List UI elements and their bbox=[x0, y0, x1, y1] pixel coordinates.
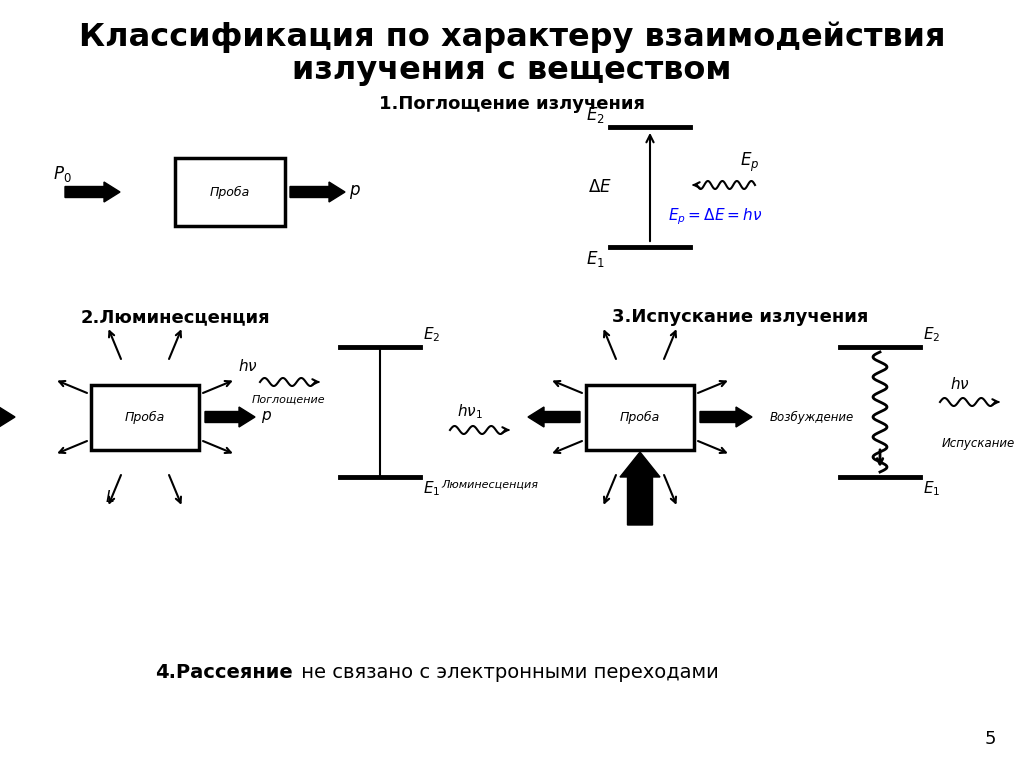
Text: Люминесценция: Люминесценция bbox=[441, 480, 539, 490]
FancyArrow shape bbox=[528, 407, 580, 427]
Text: 1.Поглощение излучения: 1.Поглощение излучения bbox=[379, 95, 645, 113]
Text: Проба: Проба bbox=[620, 410, 660, 423]
Text: $E_2$: $E_2$ bbox=[423, 326, 440, 344]
Text: $\Delta E$: $\Delta E$ bbox=[588, 178, 612, 196]
FancyArrow shape bbox=[205, 407, 255, 427]
Text: $E_p = \Delta E = h\nu$: $E_p = \Delta E = h\nu$ bbox=[668, 206, 762, 227]
Text: 3.Испускание излучения: 3.Испускание излучения bbox=[611, 308, 868, 326]
Text: $p$: $p$ bbox=[349, 183, 360, 201]
Bar bbox=[586, 384, 694, 449]
Text: Возбуждение: Возбуждение bbox=[770, 410, 854, 423]
Text: $E_1$: $E_1$ bbox=[586, 249, 604, 269]
Text: 4.Рассеяние: 4.Рассеяние bbox=[155, 663, 293, 682]
Text: не связано с электронными переходами: не связано с электронными переходами bbox=[295, 663, 719, 682]
Text: 5: 5 bbox=[984, 730, 995, 748]
Text: $h\nu$: $h\nu$ bbox=[950, 376, 970, 392]
Text: $L$: $L$ bbox=[105, 489, 115, 505]
Text: Испускание: Испускание bbox=[941, 437, 1015, 450]
Bar bbox=[175, 158, 285, 226]
FancyArrow shape bbox=[290, 182, 345, 202]
FancyArrow shape bbox=[700, 407, 752, 427]
Text: $E_2$: $E_2$ bbox=[586, 105, 604, 125]
Text: $h\nu_1$: $h\nu_1$ bbox=[457, 403, 483, 421]
Text: $p$: $p$ bbox=[261, 409, 272, 425]
Text: $E_2$: $E_2$ bbox=[924, 326, 941, 344]
FancyArrow shape bbox=[620, 452, 660, 525]
Text: Поглощение: Поглощение bbox=[251, 395, 325, 405]
Text: излучения с веществом: излучения с веществом bbox=[292, 54, 732, 85]
Text: $h\nu$: $h\nu$ bbox=[239, 358, 258, 374]
Text: Проба: Проба bbox=[210, 186, 250, 199]
Text: 2.Люминесценция: 2.Люминесценция bbox=[80, 308, 269, 326]
Text: $E_p$: $E_p$ bbox=[740, 150, 760, 173]
Text: $E_1$: $E_1$ bbox=[924, 479, 941, 499]
Text: $E_1$: $E_1$ bbox=[423, 479, 440, 499]
Text: Проба: Проба bbox=[125, 410, 165, 423]
Text: $P_0$: $P_0$ bbox=[52, 164, 72, 184]
FancyArrow shape bbox=[0, 407, 15, 427]
FancyArrow shape bbox=[65, 182, 120, 202]
Text: Классификация по характеру взаимодействия: Классификация по характеру взаимодействи… bbox=[79, 21, 945, 53]
Bar bbox=[91, 384, 199, 449]
